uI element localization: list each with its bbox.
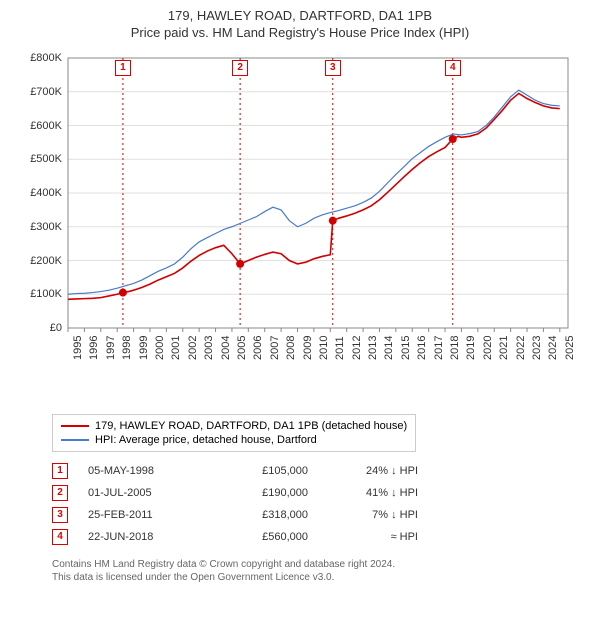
x-tick-label: 2014 — [383, 336, 395, 360]
legend-row: 179, HAWLEY ROAD, DARTFORD, DA1 1PB (det… — [61, 419, 407, 433]
sale-marker-box: 1 — [115, 60, 131, 76]
footer-line1: Contains HM Land Registry data © Crown c… — [52, 558, 590, 571]
sale-row-date: 01-JUL-2005 — [88, 487, 198, 499]
y-tick-label: £100K — [30, 288, 62, 300]
sale-row-pct: 7% ↓ HPI — [328, 509, 418, 521]
title-address: 179, HAWLEY ROAD, DARTFORD, DA1 1PB — [10, 8, 590, 23]
x-tick-label: 2000 — [154, 336, 166, 360]
x-tick-label: 1995 — [72, 336, 84, 360]
y-tick-label: £600K — [30, 120, 62, 132]
x-tick-label: 2020 — [482, 336, 494, 360]
sale-row-num: 1 — [52, 463, 68, 479]
x-tick-label: 2010 — [318, 336, 330, 360]
y-tick-label: £800K — [30, 52, 62, 64]
sale-row-date: 05-MAY-1998 — [88, 465, 198, 477]
y-tick-label: £400K — [30, 187, 62, 199]
sale-marker-box: 3 — [325, 60, 341, 76]
x-tick-label: 1996 — [88, 336, 100, 360]
x-tick-label: 2017 — [433, 336, 445, 360]
sale-row: 2 01-JUL-2005 £190,000 41% ↓ HPI — [52, 482, 590, 504]
x-tick-label: 2021 — [498, 336, 510, 360]
legend-row: HPI: Average price, detached house, Dart… — [61, 433, 407, 447]
x-tick-label: 2003 — [203, 336, 215, 360]
x-tick-label: 2015 — [400, 336, 412, 360]
sale-row-pct: ≈ HPI — [328, 531, 418, 543]
sale-marker-box: 4 — [445, 60, 461, 76]
x-tick-label: 2022 — [515, 336, 527, 360]
y-tick-label: £700K — [30, 86, 62, 98]
x-tick-label: 2018 — [449, 336, 461, 360]
sales-table: 1 05-MAY-1998 £105,000 24% ↓ HPI 2 01-JUL-200… — [52, 460, 590, 548]
chart-container: 179, HAWLEY ROAD, DARTFORD, DA1 1PB Pric… — [0, 0, 600, 592]
x-tick-label: 2004 — [220, 336, 232, 360]
chart-area: £0 £100K £200K £300K £400K £500K £600K £700K £80… — [20, 48, 580, 408]
x-tick-label: 2001 — [170, 336, 182, 360]
sale-marker-box: 2 — [232, 60, 248, 76]
x-tick-label: 2006 — [252, 336, 264, 360]
legend-swatch — [61, 425, 89, 427]
legend-swatch — [61, 439, 89, 441]
legend-label: HPI: Average price, detached house, Dart… — [95, 434, 317, 446]
x-tick-label: 2023 — [531, 336, 543, 360]
x-tick-label: 2009 — [302, 336, 314, 360]
chart-svg — [20, 48, 580, 408]
sale-row-price: £105,000 — [218, 465, 308, 477]
x-tick-label: 2011 — [334, 336, 346, 360]
sale-row-date: 25-FEB-2011 — [88, 509, 198, 521]
x-tick-label: 2012 — [351, 336, 363, 360]
sale-row-pct: 24% ↓ HPI — [328, 465, 418, 477]
x-tick-label: 2019 — [465, 336, 477, 360]
y-tick-label: £500K — [30, 153, 62, 165]
sale-row-price: £318,000 — [218, 509, 308, 521]
sale-row: 3 25-FEB-2011 £318,000 7% ↓ HPI — [52, 504, 590, 526]
sale-row-pct: 41% ↓ HPI — [328, 487, 418, 499]
x-tick-label: 2005 — [236, 336, 248, 360]
x-tick-label: 1997 — [105, 336, 117, 360]
sale-row-date: 22-JUN-2018 — [88, 531, 198, 543]
x-tick-label: 2016 — [416, 336, 428, 360]
x-tick-label: 2008 — [285, 336, 297, 360]
footer-line2: This data is licensed under the Open Gov… — [52, 571, 590, 584]
y-tick-label: £0 — [50, 322, 62, 334]
footer-attribution: Contains HM Land Registry data © Crown c… — [52, 558, 590, 584]
x-tick-label: 1998 — [121, 336, 133, 360]
y-tick-label: £300K — [30, 221, 62, 233]
x-tick-label: 2007 — [269, 336, 281, 360]
sale-row-num: 3 — [52, 507, 68, 523]
legend-label: 179, HAWLEY ROAD, DARTFORD, DA1 1PB (det… — [95, 420, 407, 432]
x-tick-label: 1999 — [138, 336, 150, 360]
x-tick-label: 2024 — [547, 336, 559, 360]
x-tick-label: 2002 — [187, 336, 199, 360]
legend: 179, HAWLEY ROAD, DARTFORD, DA1 1PB (det… — [52, 414, 416, 452]
sale-row: 4 22-JUN-2018 £560,000 ≈ HPI — [52, 526, 590, 548]
sale-row-price: £190,000 — [218, 487, 308, 499]
title-subtitle: Price paid vs. HM Land Registry's House … — [10, 25, 590, 40]
y-tick-label: £200K — [30, 255, 62, 267]
sale-row-price: £560,000 — [218, 531, 308, 543]
sale-row-num: 2 — [52, 485, 68, 501]
sale-row-num: 4 — [52, 529, 68, 545]
sale-row: 1 05-MAY-1998 £105,000 24% ↓ HPI — [52, 460, 590, 482]
x-tick-label: 2025 — [564, 336, 576, 360]
x-tick-label: 2013 — [367, 336, 379, 360]
